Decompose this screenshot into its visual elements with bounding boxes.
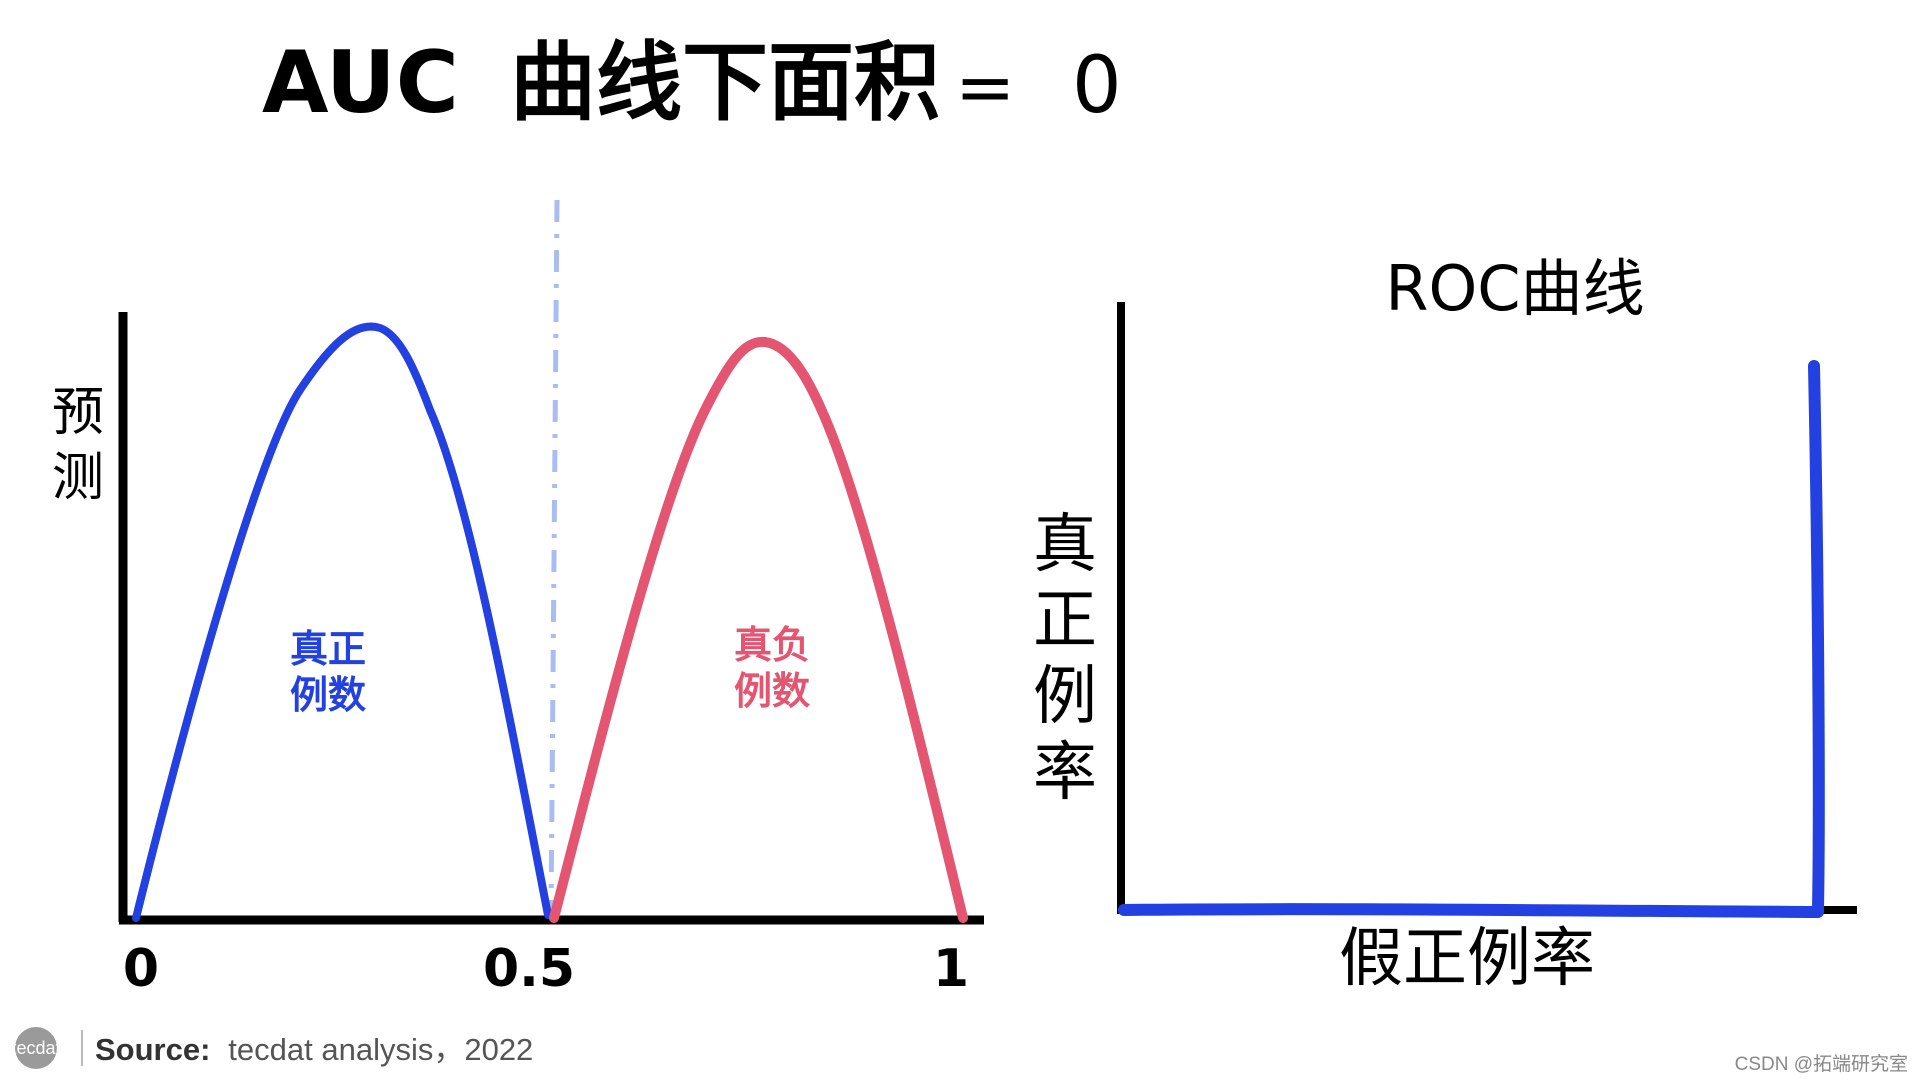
distribution-plot: 预 测 真正 例数 真负 例数 0 0.5 1 <box>52 199 984 999</box>
roc-x-axis-label: 假正例率 <box>1339 922 1595 996</box>
source-footer: tecdat Source: tecdat analysis，2022 <box>11 1027 533 1069</box>
title-value: 0 <box>1072 41 1122 131</box>
positive-distribution-curve <box>132 322 552 922</box>
source-label: Source: <box>95 1032 210 1067</box>
title-equals: = <box>955 45 1015 129</box>
negative-distribution-curve <box>549 336 968 923</box>
tick-label-1: 1 <box>933 939 969 999</box>
roc-y-label-char-3: 例 <box>1033 660 1097 734</box>
threshold-line <box>548 199 560 919</box>
roc-y-label-char-2: 正 <box>1033 584 1097 658</box>
title: AUC 曲线下面积 = 0 <box>262 33 1122 133</box>
true-positive-label-line-2: 例数 <box>290 673 366 717</box>
y-axis-label-char-2: 测 <box>52 448 104 508</box>
title-prefix: AUC <box>262 33 459 133</box>
true-positive-label-line-1: 真正 <box>290 627 366 671</box>
title-main: 曲线下面积 <box>510 33 940 133</box>
tick-label-0: 0 <box>123 939 159 999</box>
y-axis-label-char-1: 预 <box>52 383 104 443</box>
tick-label-0-5: 0.5 <box>483 939 575 999</box>
tecdat-logo-icon <box>15 1027 57 1069</box>
true-negative-label-line-2: 例数 <box>734 669 810 713</box>
tecdat-logo-text: tecdat <box>11 1038 60 1058</box>
roc-y-label-char-1: 真 <box>1033 508 1097 582</box>
true-negative-label-line-1: 真负 <box>734 623 810 667</box>
roc-plot: ROC曲线 真 正 例 率 假正例率 <box>1033 252 1857 996</box>
roc-curve <box>1118 360 1825 918</box>
source-text: Source: tecdat analysis，2022 <box>95 1032 533 1068</box>
source-value: tecdat analysis，2022 <box>228 1032 533 1067</box>
roc-title: ROC曲线 <box>1385 252 1644 325</box>
roc-y-label-char-4: 率 <box>1033 736 1097 810</box>
csdn-watermark: CSDN @拓端研究室 <box>1735 1053 1908 1075</box>
